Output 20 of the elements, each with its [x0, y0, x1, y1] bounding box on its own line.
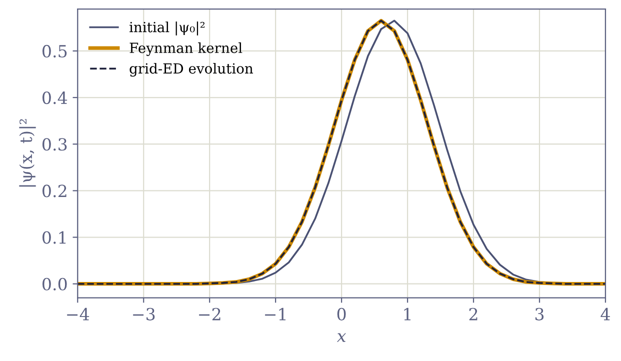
- legend-label: Feynman kernel: [130, 42, 242, 56]
- x-tick-label: 2: [469, 308, 478, 320]
- x-tick-label: 3: [535, 308, 544, 320]
- y-tick-label: 0.2: [42, 184, 66, 198]
- y-tick-label: 0.0: [42, 278, 67, 290]
- y-tick-label: 0.5: [42, 44, 67, 58]
- y-tick-label: 0.4: [42, 91, 68, 104]
- x-tick-label: 1: [404, 308, 410, 320]
- legend-label: grid-ED evolution: [130, 62, 254, 77]
- x-tick-label: −4: [67, 308, 90, 320]
- x-tick-label: 0: [337, 308, 346, 320]
- legend-label: initial |ψ₀|²: [130, 22, 205, 36]
- y-axis-title: |ψ(x, t)|²: [19, 119, 36, 187]
- x-tick-label: −1: [265, 308, 286, 320]
- x-tick-label: −3: [133, 308, 155, 320]
- x-tick-label: 4: [600, 308, 610, 320]
- y-tick-label: 0.1: [42, 231, 66, 244]
- x-tick-label: −2: [199, 308, 220, 320]
- y-tick-label: 0.3: [42, 138, 67, 151]
- x-axis-title: x: [336, 333, 346, 342]
